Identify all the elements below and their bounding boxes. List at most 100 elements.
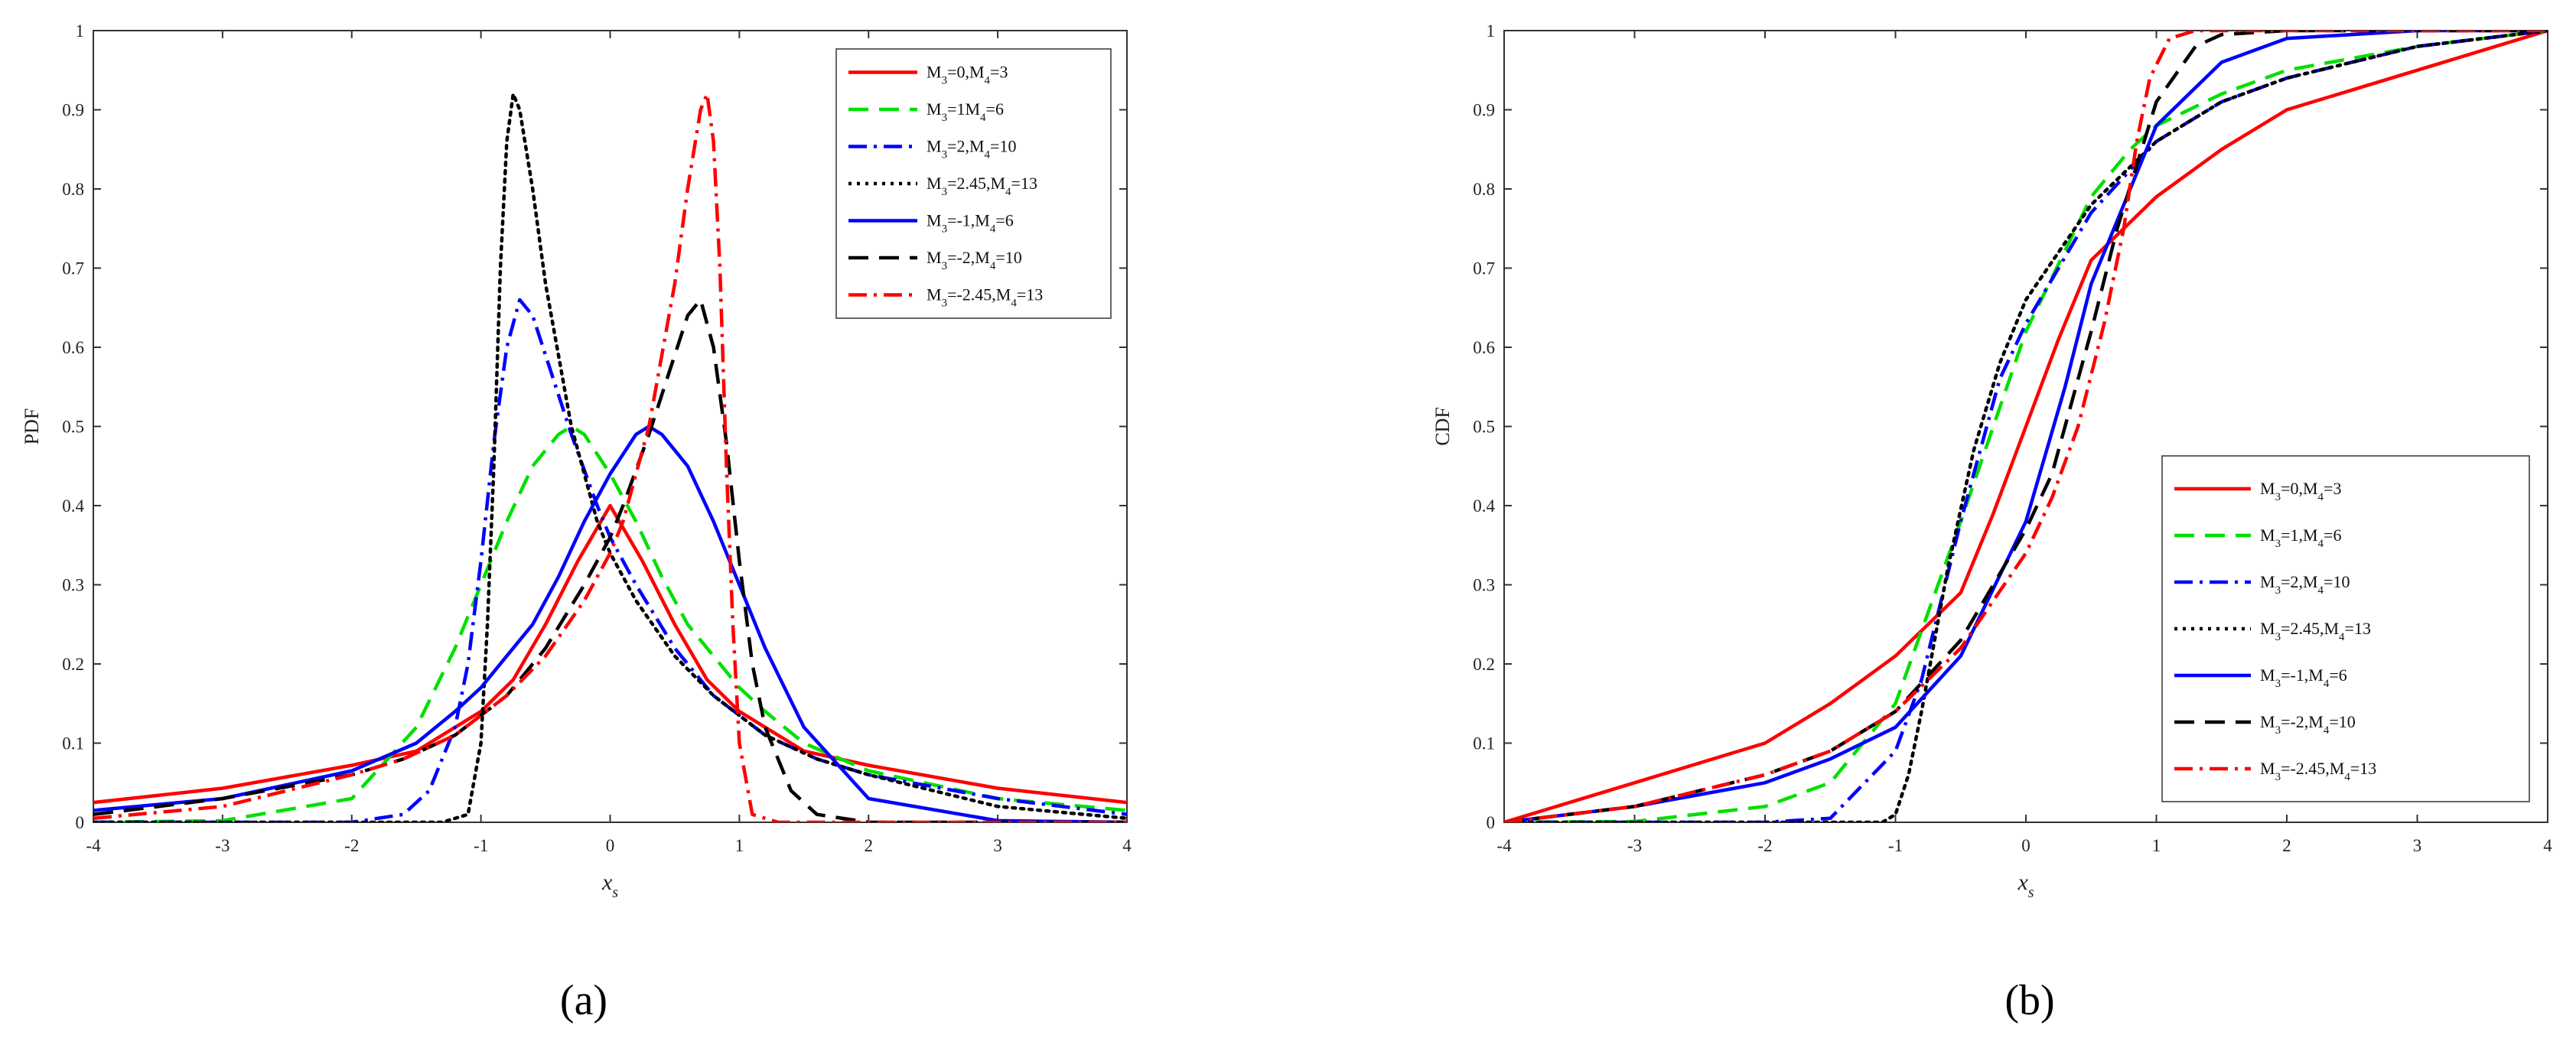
y-tick-label: 1 — [76, 21, 85, 41]
pdf-chart: -4 -3 -2 -1 0 1 2 3 4 0 0.1 0.2 0.3 0.4 0.5 0.6 0.7 0.8 0.… — [21, 21, 1132, 901]
y-axis-label: PDF — [21, 408, 43, 445]
legend-entry-7: M3=-2.45,M4=13 — [2260, 759, 2376, 783]
panel-label-b: (b) — [2004, 977, 2054, 1024]
x-tick-label: -4 — [1496, 836, 1512, 855]
y-tick-label: 0.3 — [62, 576, 84, 595]
legend-text-a: M — [2260, 712, 2275, 731]
y-tick-label: 0.9 — [1473, 101, 1495, 120]
y-tick-label: 0.6 — [62, 338, 84, 357]
series-line-2 — [1504, 31, 2548, 822]
y-tick-label: 0.7 — [62, 259, 84, 278]
legend-text-b: =-2.45,M — [947, 285, 1011, 304]
legend-text-b-sub: 4 — [980, 112, 986, 124]
x-tick-label: -2 — [344, 836, 359, 855]
series-line-5 — [93, 425, 1127, 822]
series-line-1 — [93, 503, 1127, 805]
legend-text-a-sub: 3 — [942, 298, 948, 310]
legend-text-b-sub: 4 — [990, 223, 996, 236]
legend-entry-6: M3=-2,M4=10 — [2260, 712, 2356, 737]
legend-text-c: =13 — [1011, 174, 1037, 193]
legend-text-c: =13 — [2345, 619, 2371, 638]
legend-text-b: =2.45,M — [2281, 619, 2339, 638]
legend-text-a-sub: 3 — [2275, 724, 2281, 737]
legend-text-a: M — [2260, 526, 2275, 545]
legend-text-a-sub: 3 — [942, 223, 948, 236]
y-tick-label: 0.2 — [1473, 655, 1495, 674]
y-axis-label: CDF — [1431, 407, 1454, 446]
legend-text-c: =10 — [995, 248, 1021, 267]
legend-text-a: M — [2260, 665, 2275, 685]
legend-text-a: M — [2260, 619, 2275, 638]
y-tick-label: 0.5 — [1473, 418, 1495, 437]
x-tick-label: 1 — [735, 836, 744, 855]
legend-entry-3: M3=2,M4=10 — [927, 137, 1016, 161]
legend: M3=0,M4=3M3=1M4=6M3=2,M4=10M3=2.45,M4=13… — [835, 48, 1112, 319]
legend-entry-3: M3=2,M4=10 — [2260, 572, 2350, 597]
x-tick-label: 2 — [865, 836, 874, 855]
legend-text-b-sub: 4 — [985, 149, 991, 161]
legend-text-b-sub: 4 — [2318, 538, 2324, 550]
y-tick-label: 0.5 — [62, 418, 84, 437]
legend: M3=0,M4=3M3=1,M4=6M3=2,M4=10M3=2.45,M4=1… — [2161, 455, 2530, 802]
legend-text-b: =-2,M — [2281, 712, 2324, 731]
legend-text-c: =6 — [2329, 665, 2346, 685]
legend-text-b-sub: 4 — [990, 260, 996, 272]
legend-text-a: M — [927, 285, 942, 304]
legend-text-a: M — [927, 63, 942, 82]
legend-text-a: M — [927, 174, 942, 193]
legend-text-a-sub: 3 — [2275, 771, 2281, 783]
legend-text-c: =10 — [2329, 712, 2355, 731]
legend-text-b: =-2.45,M — [2281, 759, 2344, 778]
series-line-6 — [93, 298, 1127, 822]
legend-text-c: =6 — [995, 211, 1013, 230]
legend-text-a-sub: 3 — [942, 112, 948, 124]
x-tick-label: 0 — [2021, 836, 2031, 855]
legend-text-a-sub: 3 — [2275, 584, 2281, 597]
x-tick-label: -1 — [474, 836, 488, 855]
y-tick-label: 0.1 — [1473, 734, 1495, 753]
legend-text-c: =6 — [986, 99, 1004, 119]
legend-text-c: =10 — [2324, 572, 2350, 591]
series-line-5 — [1504, 31, 2548, 822]
legend-entry-2: M3=1,M4=6 — [2260, 526, 2341, 550]
legend-text-a-sub: 3 — [942, 186, 948, 198]
y-tick-label: 1 — [1487, 21, 1496, 41]
x-tick-label: 4 — [1122, 836, 1132, 855]
legend-text-b-sub: 4 — [2324, 678, 2330, 690]
y-tick-label: 0.8 — [62, 180, 84, 199]
legend-text-c: =6 — [2324, 526, 2341, 545]
legend-text-b-sub: 4 — [2344, 771, 2350, 783]
legend-box — [2161, 455, 2530, 802]
legend-entry-6: M3=-2,M4=10 — [927, 248, 1022, 272]
legend-text-a: M — [927, 211, 942, 230]
panel-label-a: (a) — [560, 977, 607, 1024]
series-line-4 — [1504, 31, 2548, 822]
legend-text-a-sub: 3 — [2275, 631, 2281, 643]
y-tick-label: 0.8 — [1473, 180, 1495, 199]
legend-text-a-sub: 3 — [942, 149, 948, 161]
y-tick-label: 0.4 — [1473, 496, 1495, 516]
x-tick-label: 3 — [993, 836, 1002, 855]
legend-text-a-sub: 3 — [942, 75, 948, 87]
legend-entry-2: M3=1M4=6 — [927, 99, 1004, 124]
x-tick-label: 4 — [2543, 836, 2552, 855]
y-tick-label: 0.3 — [1473, 576, 1495, 595]
legend-text-b-sub: 4 — [1005, 186, 1011, 198]
legend-text-b-sub: 4 — [2324, 724, 2330, 737]
legend-text-b: =-2,M — [947, 248, 990, 267]
x-axis-label-main: x — [2017, 870, 2028, 895]
y-tick-label: 0.2 — [62, 655, 84, 674]
x-axis-label: xs — [2017, 870, 2034, 901]
legend-box — [835, 48, 1112, 319]
y-tick-label: 0.4 — [62, 496, 84, 516]
x-tick-label: 2 — [2282, 836, 2291, 855]
legend-text-a: M — [927, 248, 942, 267]
legend-text-a-sub: 3 — [942, 260, 948, 272]
legend-entry-4: M3=2.45,M4=13 — [927, 174, 1037, 198]
legend-text-b: =-1,M — [2281, 665, 2324, 685]
series-line-7 — [1504, 31, 2548, 822]
x-tick-label: -1 — [1888, 836, 1903, 855]
legend-text-b: =1M — [947, 99, 980, 119]
series-line-1 — [1504, 31, 2548, 822]
